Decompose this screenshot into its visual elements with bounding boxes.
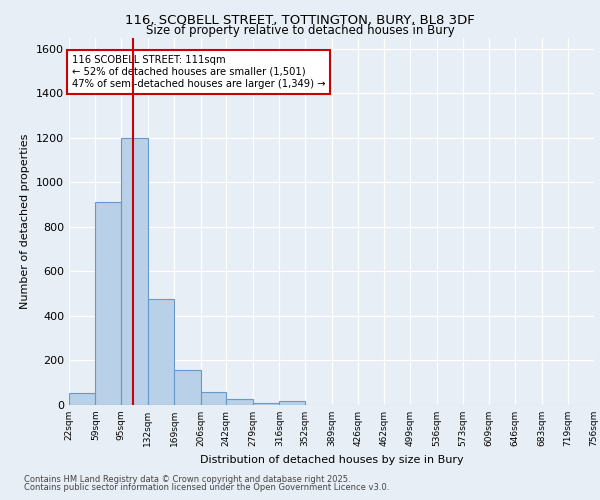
Bar [95, 202, 121, 405]
Bar [200, 392, 226, 405]
Bar [148, 299, 174, 405]
Y-axis label: Number of detached properties: Number of detached properties [20, 134, 31, 309]
Text: Contains public sector information licensed under the Open Government Licence v3: Contains public sector information licen… [24, 484, 389, 492]
Bar [121, 138, 148, 405]
X-axis label: Distribution of detached houses by size in Bury: Distribution of detached houses by size … [200, 454, 463, 464]
Text: 116 SCOBELL STREET: 111sqm
← 52% of detached houses are smaller (1,501)
47% of s: 116 SCOBELL STREET: 111sqm ← 52% of deta… [72, 56, 325, 88]
Bar [174, 370, 200, 405]
Text: Size of property relative to detached houses in Bury: Size of property relative to detached ho… [146, 24, 454, 37]
Bar [279, 400, 305, 405]
Text: Contains HM Land Registry data © Crown copyright and database right 2025.: Contains HM Land Registry data © Crown c… [24, 475, 350, 484]
Text: 116, SCOBELL STREET, TOTTINGTON, BURY, BL8 3DF: 116, SCOBELL STREET, TOTTINGTON, BURY, B… [125, 14, 475, 27]
Bar [226, 399, 253, 405]
Bar [69, 393, 95, 405]
Bar [253, 403, 279, 405]
